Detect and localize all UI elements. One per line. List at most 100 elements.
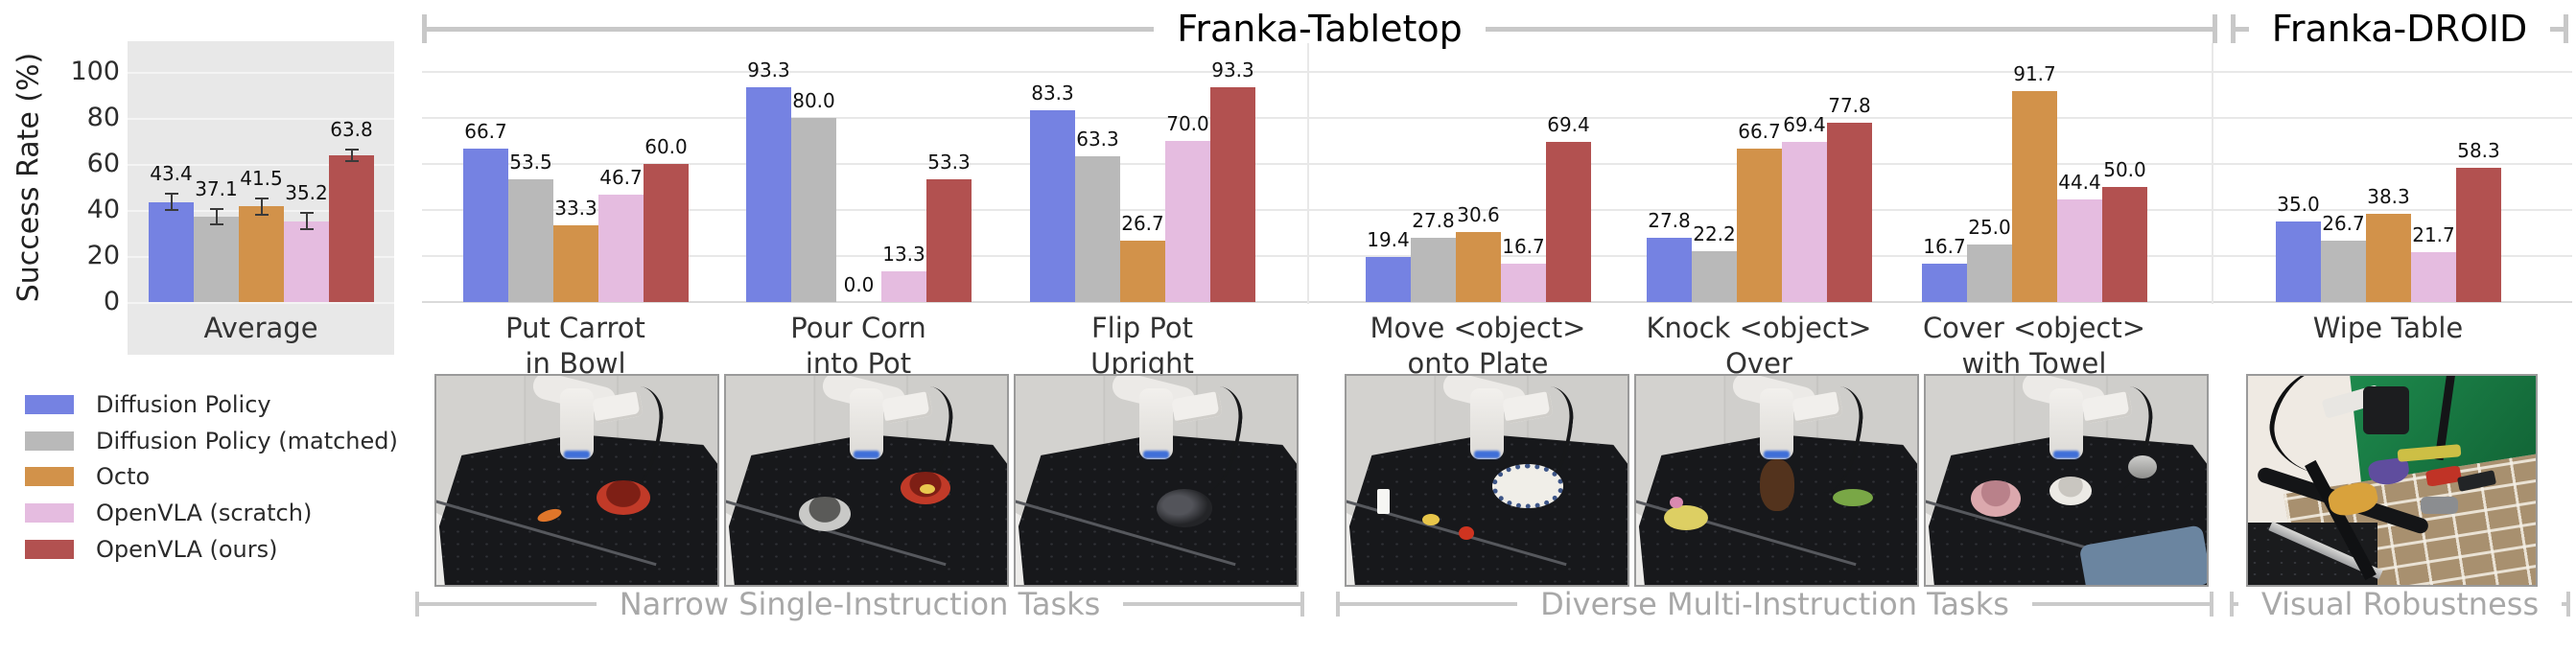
bar-value-label: 35.2 [285, 181, 328, 205]
error-bar [344, 148, 359, 151]
legend-swatch-diffusion-policy [25, 395, 74, 414]
legend-swatch-octo [25, 467, 74, 486]
bar [1501, 263, 1546, 302]
bracket-endcap [2210, 592, 2213, 617]
bar-value-label: 66.7 [464, 119, 507, 143]
legend-label-diffusion-policy: Diffusion Policy [96, 391, 271, 418]
bar [1546, 142, 1591, 302]
error-bar [209, 223, 223, 226]
bar-value-label: 93.3 [1211, 58, 1254, 82]
category-label-put-carrot: Put Carrot in Bowl [505, 312, 645, 380]
milk-carton [1377, 488, 1391, 514]
white-bowl [2049, 476, 2092, 505]
bracket-line [2236, 26, 2249, 32]
baseline [422, 301, 2572, 303]
bar-value-label: 53.5 [509, 150, 552, 174]
bar [598, 194, 644, 302]
bar [1922, 263, 1967, 302]
error-bar [299, 227, 314, 230]
bracket-line [427, 26, 1155, 32]
bar-value-label: 16.7 [1502, 234, 1545, 258]
error-bar [254, 198, 269, 199]
panel-separator [1307, 43, 1309, 304]
gridline [422, 71, 2572, 73]
bar [1737, 148, 1782, 302]
bar [881, 271, 926, 302]
bar [239, 206, 284, 302]
legend-swatch-openvla-scratch [25, 503, 74, 523]
error-bar [299, 212, 314, 215]
footer-bracket-narrow: Narrow Single-Instruction Tasks [415, 586, 1305, 622]
bracket-endcap [2213, 14, 2217, 43]
bar [746, 87, 791, 302]
bracket-endcap [2564, 14, 2568, 43]
gridline [128, 302, 394, 304]
robot-led [1474, 451, 1500, 459]
bar-value-label: 70.0 [1166, 112, 1209, 135]
error-bar [350, 149, 353, 161]
footer-bracket-visual: Visual Robustness [2230, 586, 2571, 622]
robot-arm [2049, 388, 2084, 460]
bar-value-label: 26.7 [1121, 211, 1164, 235]
pot-on-side [1156, 488, 1212, 527]
bar-value-label: 93.3 [747, 58, 790, 82]
bar [1692, 250, 1737, 302]
footer-bracket-diverse: Diverse Multi-Instruction Tasks [1336, 586, 2213, 622]
bar-value-label: 27.8 [1412, 209, 1455, 233]
bar [1030, 110, 1075, 302]
bar-value-label: 60.0 [644, 135, 688, 158]
bar [1366, 257, 1411, 302]
bar [2012, 90, 2057, 302]
task-photo-pour-corn-into-pot [724, 374, 1009, 587]
bracket-endcap [422, 14, 427, 43]
dinosaur-toy [1833, 488, 1874, 506]
bar [1075, 156, 1120, 302]
error-bar [305, 213, 308, 229]
y-tick-0: 0 [103, 287, 120, 316]
bar [2276, 221, 2321, 302]
task-photo-cover-object-with-towel [1924, 374, 2209, 587]
bar [2057, 199, 2102, 302]
gridline [128, 118, 394, 120]
error-bar [164, 209, 178, 212]
error-bar [209, 207, 223, 210]
robot-led [564, 451, 590, 459]
task-photo-flip-pot-upright [1014, 374, 1299, 587]
bracket-endcap [2230, 592, 2234, 617]
bar [2102, 187, 2147, 302]
y-tick-100: 100 [70, 57, 120, 86]
robot-arm [849, 388, 884, 460]
bar [926, 179, 972, 302]
category-label-flip-pot: Flip Pot Upright [1090, 312, 1194, 380]
y-tick-80: 80 [86, 103, 120, 132]
bar-value-label: 69.4 [1547, 113, 1590, 137]
robot-arm [1138, 388, 1174, 460]
bar-value-label: 44.4 [2058, 171, 2101, 195]
bar [2321, 240, 2366, 302]
bracket-endcap [1336, 592, 1340, 617]
red-bowl [597, 480, 650, 515]
error-bar [170, 194, 173, 211]
error-bar [164, 193, 178, 196]
red-pepper [1459, 525, 1475, 540]
bar [1647, 238, 1692, 302]
bar-value-label: 63.8 [330, 117, 373, 141]
bar [149, 201, 194, 302]
bracket-line [2234, 602, 2238, 606]
bracket-line [1123, 602, 1301, 606]
bar-value-label: 69.4 [1783, 113, 1826, 137]
category-label-wipe-table: Wipe Table [2312, 312, 2464, 344]
bar [508, 178, 553, 302]
bar-value-label: 43.4 [150, 162, 193, 186]
bar [1967, 244, 2012, 302]
panel-separator [2212, 43, 2213, 304]
robot-led [2053, 451, 2079, 459]
bracket-line [1485, 26, 2213, 32]
bar-value-label: 22.2 [1693, 221, 1736, 245]
y-tick-20: 20 [86, 241, 120, 270]
bar-value-label: 91.7 [2013, 61, 2056, 85]
bar-value-label: 41.5 [240, 167, 283, 190]
bar [194, 216, 239, 302]
legend-swatch-diffusion-policy-matched [25, 431, 74, 451]
bar-value-label: 26.7 [2322, 211, 2365, 235]
